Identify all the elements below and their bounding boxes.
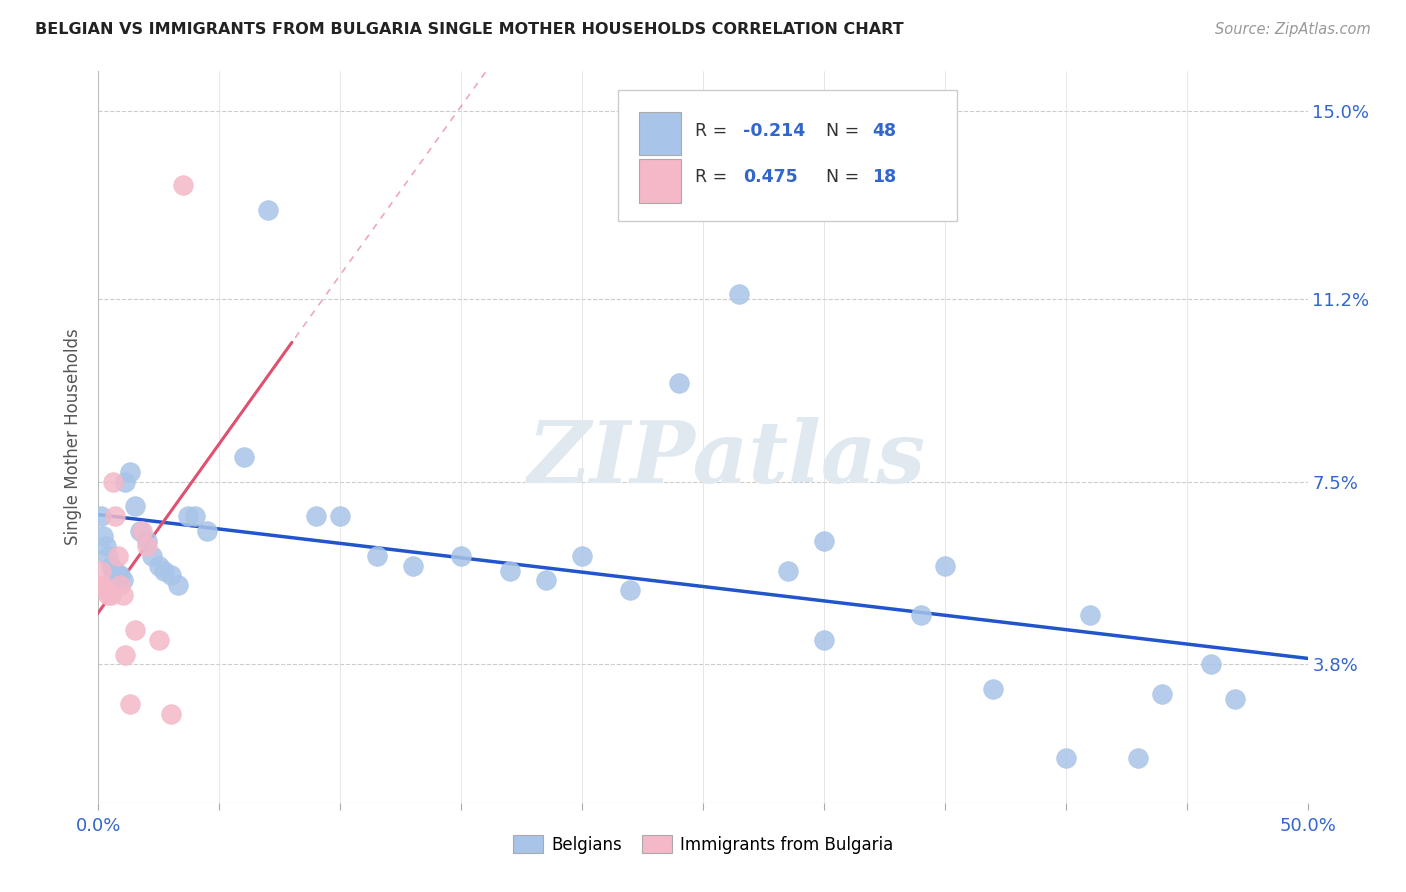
Point [813,632,835,647]
Point [1128,751,1150,765]
Text: ZIPatlas: ZIPatlas [529,417,927,500]
Point [111,574,134,588]
Point [101,475,124,489]
Point [90,509,112,524]
Point [172,178,194,192]
Point [107,549,129,563]
Point [184,509,207,524]
Point [124,623,146,637]
Point [571,549,593,563]
Text: R =: R = [695,122,733,140]
Point [329,509,352,524]
Point [118,697,141,711]
Point [108,568,131,582]
Point [135,539,157,553]
Text: N =: N = [815,169,865,186]
Legend: Belgians, Immigrants from Bulgaria: Belgians, Immigrants from Bulgaria [506,829,900,860]
Point [1223,692,1246,706]
Point [813,533,835,548]
Point [114,475,136,489]
Point [104,509,127,524]
Point [668,376,690,390]
Point [981,682,1004,697]
Point [1078,607,1101,622]
Point [232,450,254,464]
Point [256,202,278,217]
Point [160,568,183,582]
Point [1152,687,1174,701]
Text: R =: R = [695,169,733,186]
Text: 48: 48 [872,122,897,140]
Point [135,533,157,548]
Point [934,558,956,573]
Point [111,588,134,602]
Point [305,509,328,524]
Text: BELGIAN VS IMMIGRANTS FROM BULGARIA SINGLE MOTHER HOUSEHOLDS CORRELATION CHART: BELGIAN VS IMMIGRANTS FROM BULGARIA SING… [35,22,904,37]
Text: Source: ZipAtlas.com: Source: ZipAtlas.com [1215,22,1371,37]
FancyBboxPatch shape [619,89,957,221]
Point [402,558,425,573]
FancyBboxPatch shape [638,159,682,203]
Point [1054,751,1077,765]
Point [100,558,122,573]
Point [195,524,218,538]
Point [131,524,153,538]
Text: -0.214: -0.214 [742,122,806,140]
Point [776,564,799,578]
Point [167,578,190,592]
Text: 18: 18 [872,169,897,186]
Point [910,607,932,622]
Point [366,549,388,563]
Point [148,632,170,647]
Point [90,564,112,578]
Point [128,524,150,538]
Point [152,564,174,578]
Point [101,564,124,578]
Text: N =: N = [815,122,865,140]
Point [450,549,472,563]
Point [1199,657,1222,672]
Point [124,500,146,514]
Point [141,549,163,563]
Point [100,588,122,602]
Y-axis label: Single Mother Households: Single Mother Households [65,329,83,545]
Point [148,558,170,573]
Point [94,539,117,553]
Point [107,568,129,582]
Point [177,509,200,524]
Point [160,706,183,721]
Point [728,286,751,301]
Point [94,583,117,598]
Point [91,578,114,592]
Point [104,564,127,578]
Point [91,529,114,543]
Point [108,578,131,592]
Point [498,564,520,578]
Point [114,648,136,662]
Text: 0.475: 0.475 [742,169,797,186]
Point [619,583,641,598]
Point [97,549,120,563]
Point [534,574,557,588]
Point [118,465,141,479]
FancyBboxPatch shape [638,112,682,155]
Point [97,588,120,602]
